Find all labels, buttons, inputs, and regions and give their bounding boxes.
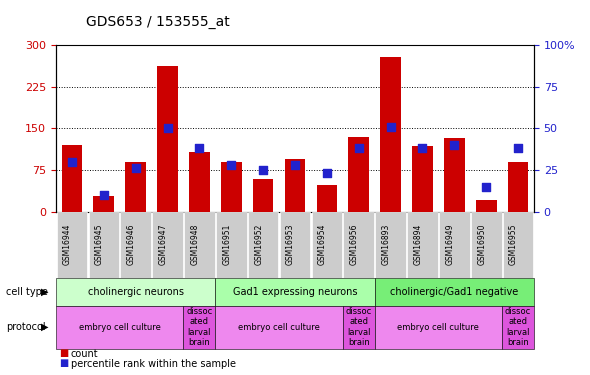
Text: dissoc
ated
larval
brain: dissoc ated larval brain bbox=[186, 307, 212, 347]
Text: GSM16950: GSM16950 bbox=[477, 224, 486, 266]
Text: GSM16944: GSM16944 bbox=[63, 224, 72, 266]
Text: Gad1 expressing neurons: Gad1 expressing neurons bbox=[232, 286, 358, 297]
Point bbox=[99, 192, 109, 198]
Text: GSM16949: GSM16949 bbox=[445, 224, 454, 266]
Bar bbox=[93, 196, 114, 212]
Bar bbox=[221, 162, 242, 212]
Bar bbox=[61, 145, 83, 212]
Point bbox=[227, 162, 236, 168]
Text: protocol: protocol bbox=[6, 322, 45, 332]
Bar bbox=[444, 138, 465, 212]
Text: cholinergic neurons: cholinergic neurons bbox=[88, 286, 183, 297]
Bar bbox=[348, 137, 369, 212]
Text: GDS653 / 153555_at: GDS653 / 153555_at bbox=[86, 15, 230, 29]
Text: ▶: ▶ bbox=[41, 322, 48, 332]
Text: GSM16956: GSM16956 bbox=[350, 224, 359, 266]
Bar bbox=[507, 162, 529, 212]
Bar bbox=[157, 66, 178, 212]
Bar bbox=[253, 178, 274, 212]
Text: embryo cell culture: embryo cell culture bbox=[398, 322, 479, 332]
Text: GSM16945: GSM16945 bbox=[95, 224, 104, 266]
Point bbox=[131, 165, 140, 171]
Text: GSM16894: GSM16894 bbox=[414, 224, 422, 266]
Bar bbox=[380, 57, 401, 212]
Text: GSM16947: GSM16947 bbox=[159, 224, 168, 266]
Text: dissoc
ated
larval
brain: dissoc ated larval brain bbox=[346, 307, 372, 347]
Text: cholinergic/Gad1 negative: cholinergic/Gad1 negative bbox=[390, 286, 519, 297]
Text: embryo cell culture: embryo cell culture bbox=[238, 322, 320, 332]
Bar bbox=[284, 159, 306, 212]
Bar bbox=[412, 146, 433, 212]
Text: GSM16948: GSM16948 bbox=[191, 224, 199, 266]
Text: GSM16946: GSM16946 bbox=[127, 224, 136, 266]
Text: percentile rank within the sample: percentile rank within the sample bbox=[71, 359, 236, 369]
Text: GSM16953: GSM16953 bbox=[286, 224, 295, 266]
Point bbox=[322, 171, 332, 177]
Text: GSM16951: GSM16951 bbox=[222, 224, 231, 266]
Text: embryo cell culture: embryo cell culture bbox=[79, 322, 160, 332]
Point bbox=[386, 124, 395, 130]
Point bbox=[163, 125, 172, 132]
Bar bbox=[476, 200, 497, 212]
Text: GSM16955: GSM16955 bbox=[509, 224, 518, 266]
Text: ■: ■ bbox=[59, 358, 68, 368]
Bar bbox=[189, 152, 210, 212]
Text: ■: ■ bbox=[59, 348, 68, 358]
Text: cell type: cell type bbox=[6, 286, 48, 297]
Point bbox=[290, 162, 300, 168]
Text: count: count bbox=[71, 350, 99, 359]
Text: GSM16893: GSM16893 bbox=[382, 224, 391, 266]
Point bbox=[258, 167, 268, 173]
Bar bbox=[125, 162, 146, 212]
Text: GSM16954: GSM16954 bbox=[318, 224, 327, 266]
Point bbox=[195, 146, 204, 152]
Point bbox=[354, 146, 363, 152]
Text: GSM16952: GSM16952 bbox=[254, 224, 263, 266]
Bar bbox=[316, 185, 337, 212]
Point bbox=[67, 159, 77, 165]
Point bbox=[481, 184, 491, 190]
Text: dissoc
ated
larval
brain: dissoc ated larval brain bbox=[505, 307, 531, 347]
Text: ▶: ▶ bbox=[41, 286, 48, 297]
Point bbox=[450, 142, 459, 148]
Point bbox=[418, 146, 427, 152]
Point bbox=[513, 146, 523, 152]
